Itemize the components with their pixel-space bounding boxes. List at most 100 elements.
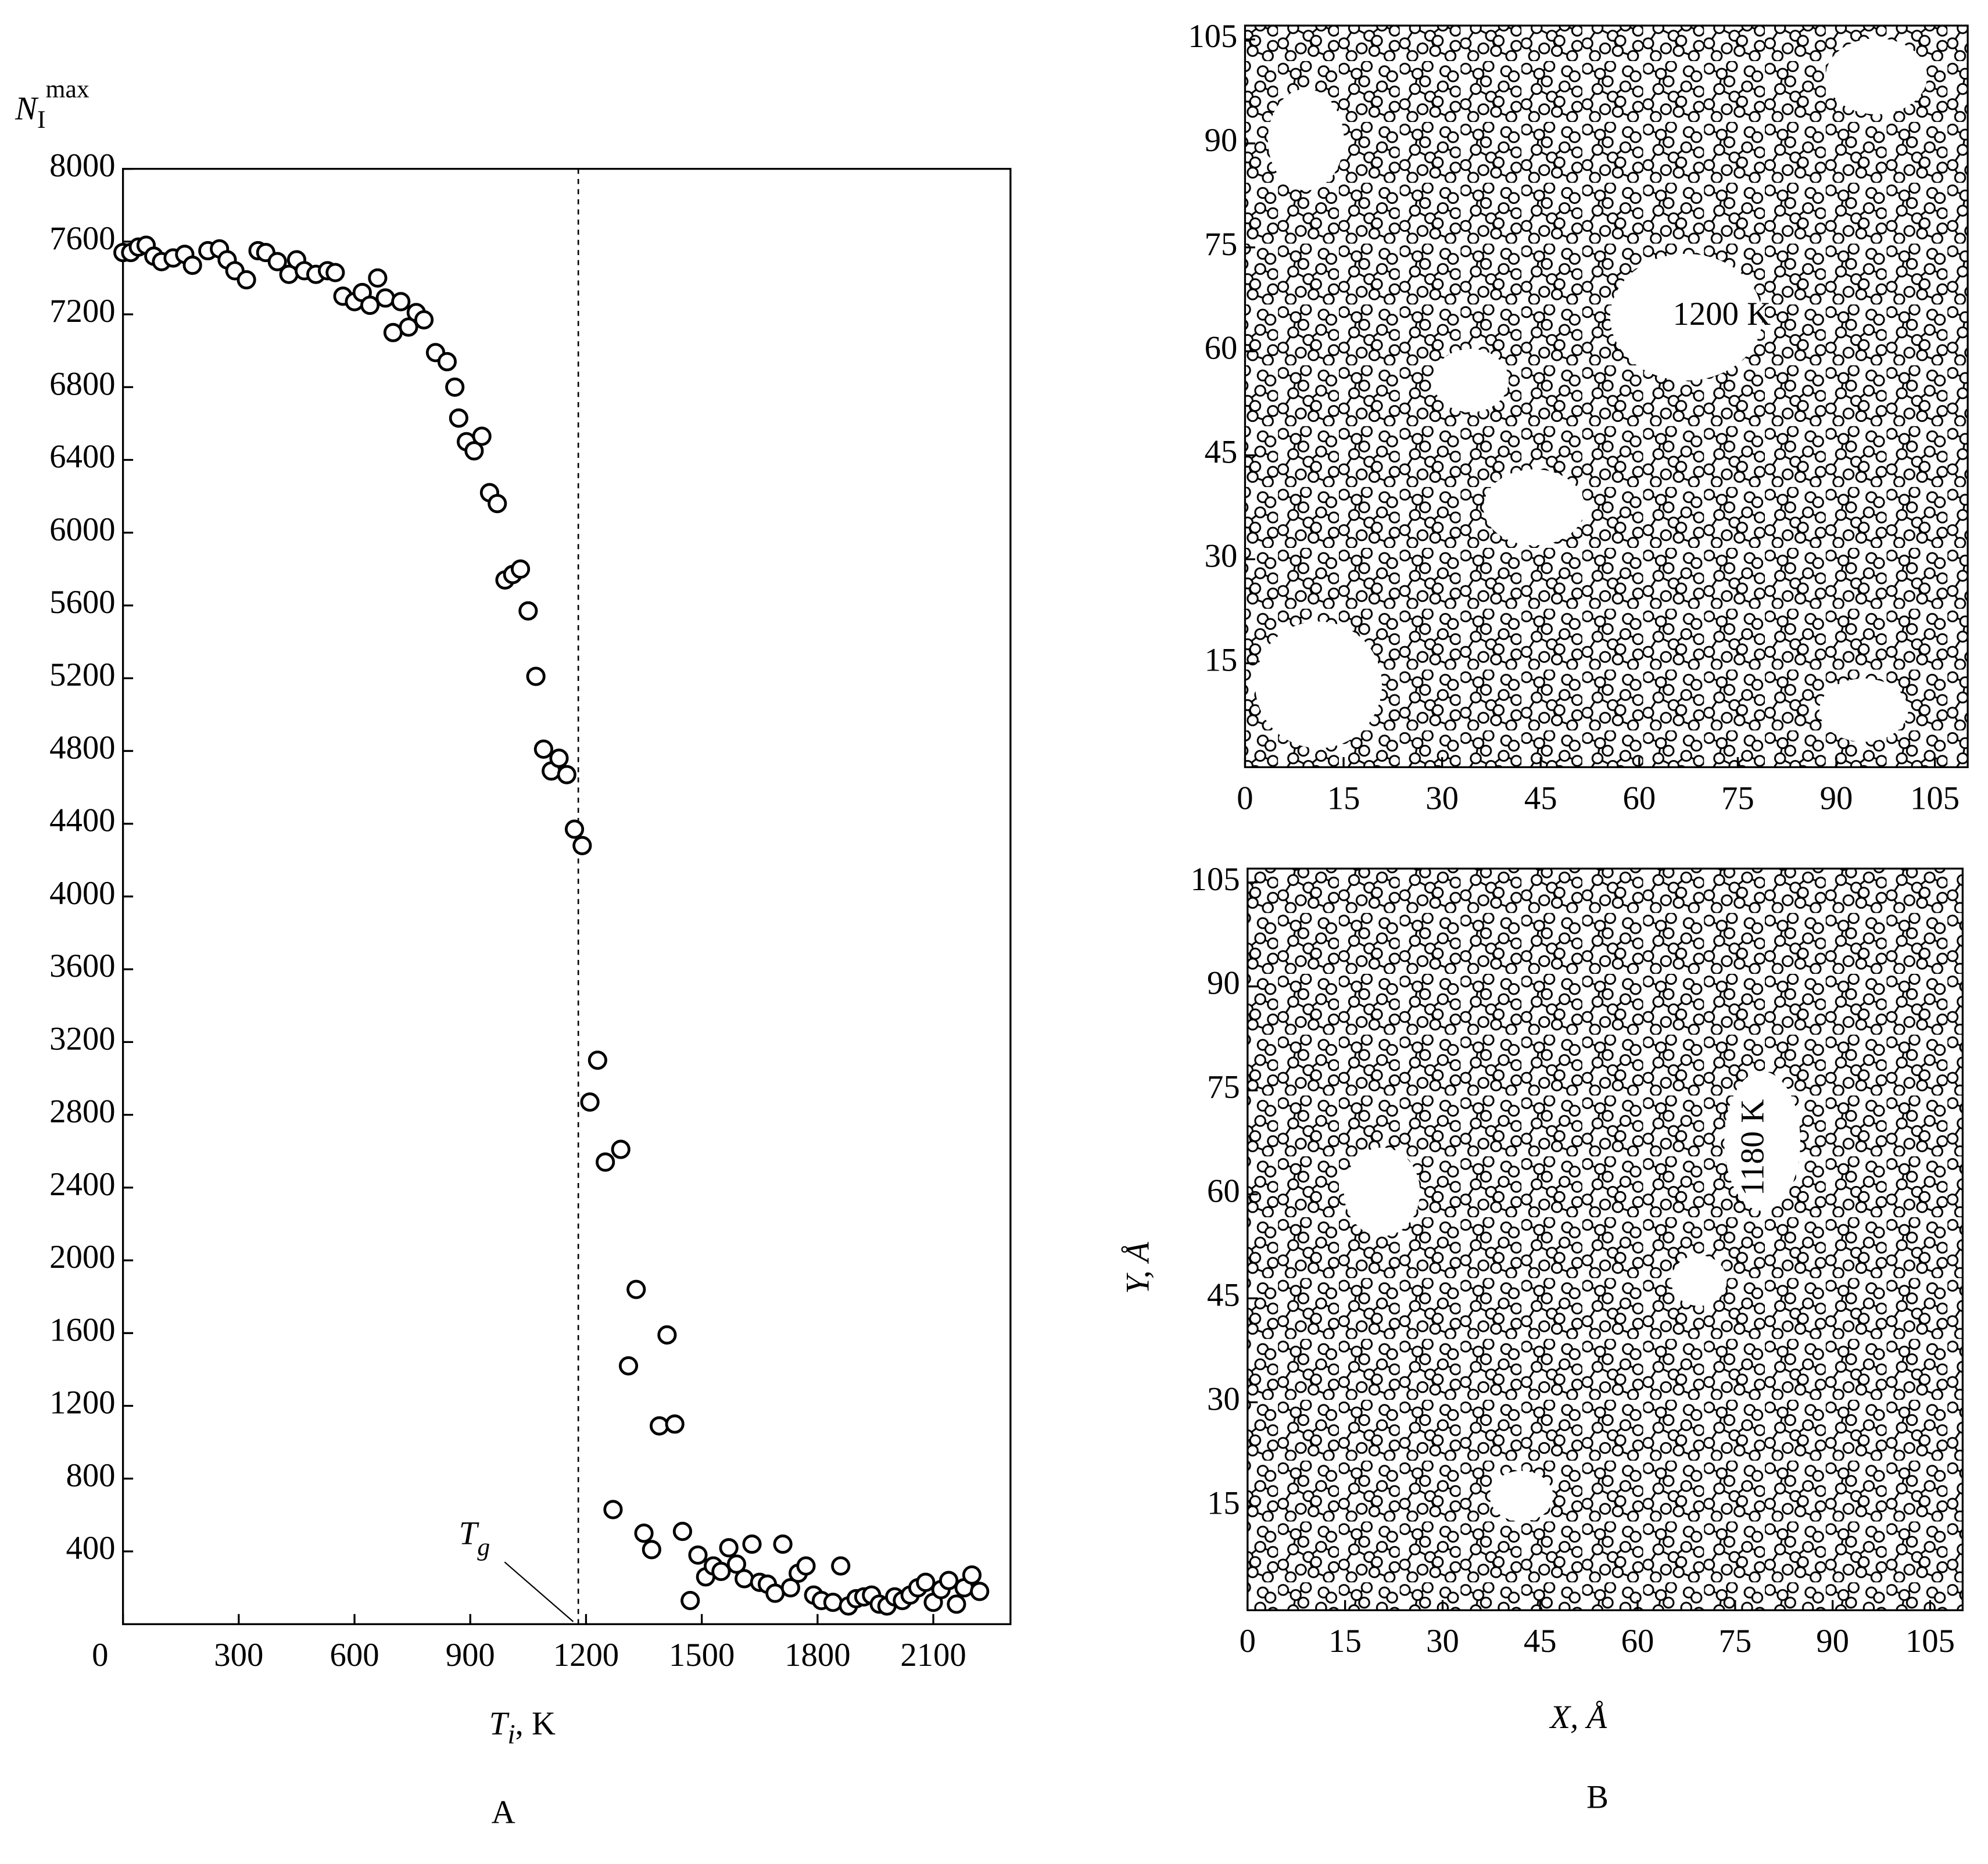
data-point — [603, 1500, 623, 1519]
y-tick-label: 7200 — [49, 293, 115, 329]
y-tick-label: 3600 — [49, 948, 115, 984]
data-point — [680, 1590, 700, 1611]
y-tick-label: 800 — [66, 1457, 115, 1494]
data-point — [445, 377, 465, 397]
data-point — [267, 252, 287, 271]
data-point — [596, 1152, 615, 1172]
y-tick-label: 6800 — [49, 365, 115, 402]
data-point — [325, 263, 345, 282]
data-point — [588, 1051, 607, 1070]
data-point — [557, 765, 576, 784]
y-tick-label: 15 — [1207, 1485, 1240, 1521]
data-point — [549, 748, 569, 768]
y-tick-label: 8000 — [49, 148, 115, 184]
label-part: T — [459, 1515, 479, 1552]
data-point — [823, 1593, 843, 1612]
y-tick-label: 5600 — [49, 584, 115, 621]
data-point — [391, 292, 411, 311]
temperature-label: 1180 K — [1735, 1099, 1771, 1196]
y-tick-label: 2400 — [49, 1166, 115, 1203]
x-tick-label: 1500 — [669, 1637, 735, 1673]
data-point — [526, 666, 546, 686]
x-tick-label: 1200 — [553, 1637, 619, 1673]
y-tick-label: 105 — [1191, 861, 1240, 898]
label-part: T — [489, 1705, 510, 1742]
data-point — [765, 1583, 785, 1603]
y-tick-label: 1600 — [49, 1311, 115, 1348]
data-point — [518, 601, 538, 621]
data-point — [642, 1540, 661, 1560]
data-point — [780, 1578, 800, 1598]
y-tick-label: 75 — [1207, 1069, 1240, 1106]
x-tick-label: 15 — [1327, 780, 1360, 816]
x-tick-label: 15 — [1328, 1623, 1362, 1659]
y-tick-label: 5200 — [49, 657, 115, 693]
y-tick-label: 6400 — [49, 439, 115, 475]
data-point — [472, 426, 492, 446]
x-tick-label: 75 — [1718, 1623, 1751, 1659]
data-point — [947, 1594, 966, 1614]
data-point — [572, 836, 592, 855]
plot-frame — [121, 167, 1012, 1625]
x-tick-label: 1800 — [785, 1637, 850, 1673]
data-point — [611, 1139, 631, 1159]
data-point — [533, 739, 553, 759]
data-point — [399, 317, 418, 337]
data-point — [626, 1279, 646, 1299]
atom-texture — [1245, 26, 1968, 768]
y-tick-label: 30 — [1205, 538, 1238, 575]
x-tick-label: 75 — [1721, 780, 1754, 816]
plot-frame — [1246, 868, 1964, 1611]
x-tick-label: 45 — [1524, 780, 1557, 816]
temperature-label: 1200 K — [1673, 296, 1771, 332]
y-tick-label: 1200 — [49, 1385, 115, 1421]
y-tick-label: 2000 — [49, 1239, 115, 1275]
x-tick-label: 105 — [1905, 1623, 1955, 1659]
y-tick-label: 45 — [1205, 434, 1238, 471]
data-point — [688, 1545, 708, 1565]
y-tick-label: 3200 — [49, 1020, 115, 1057]
x-tick-label: 0 — [92, 1637, 108, 1673]
data-point — [368, 268, 388, 288]
data-point — [437, 352, 457, 372]
data-point — [182, 255, 202, 275]
data-point — [414, 310, 434, 330]
data-point — [719, 1538, 739, 1558]
y-tick-label: 4400 — [49, 802, 115, 839]
data-point — [375, 288, 395, 308]
y-tick-label: 4000 — [49, 875, 115, 912]
data-point — [237, 270, 256, 290]
y-tick-label: 400 — [66, 1530, 115, 1567]
axis-label: Ti, K — [489, 1705, 556, 1750]
atom-texture — [1247, 868, 1963, 1611]
x-tick-label: 0 — [1237, 780, 1253, 816]
y-tick-label: 30 — [1207, 1381, 1240, 1417]
y-tick-label: 60 — [1207, 1173, 1240, 1210]
x-tick-label: 90 — [1820, 780, 1853, 816]
x-tick-label: 90 — [1816, 1623, 1849, 1659]
data-point — [618, 1356, 639, 1376]
annotation-leader — [504, 1561, 574, 1622]
data-point — [831, 1556, 851, 1576]
y-tick-label: 6000 — [49, 511, 115, 548]
y-axis-label: Y, Å — [1120, 1242, 1156, 1294]
x-tick-label: 900 — [446, 1637, 495, 1673]
x-tick-label: 0 — [1240, 1623, 1256, 1659]
data-point — [970, 1582, 990, 1601]
x-tick-label: 30 — [1426, 1623, 1459, 1659]
y-tick-label: 7600 — [49, 220, 115, 257]
data-point — [650, 1416, 669, 1436]
data-point — [962, 1565, 982, 1585]
data-point — [711, 1561, 731, 1582]
y-tick-label: 2800 — [49, 1094, 115, 1130]
data-point — [657, 1325, 677, 1345]
data-point — [580, 1092, 600, 1112]
x-tick-label: 600 — [330, 1637, 379, 1673]
y-tick-label: 15 — [1205, 641, 1238, 678]
data-point — [510, 559, 531, 579]
y-tick-label: 60 — [1205, 330, 1238, 367]
label-part: i — [507, 1719, 515, 1750]
label-part: g — [477, 1533, 490, 1561]
panel-label: A — [492, 1794, 515, 1831]
x-tick-label: 45 — [1524, 1623, 1557, 1659]
